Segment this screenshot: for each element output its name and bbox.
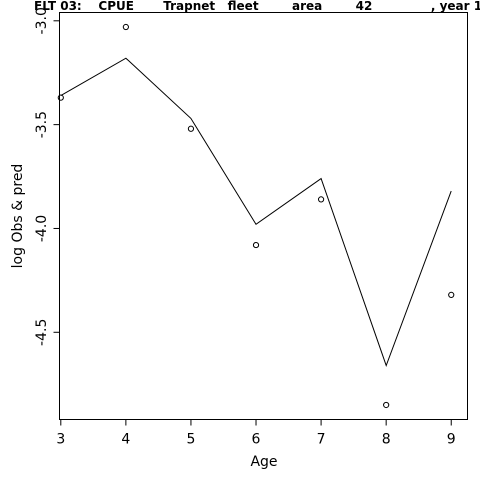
observed-point — [122, 23, 129, 31]
x-tick-label: 4 — [121, 432, 130, 448]
plot-frame — [59, 12, 468, 420]
observed-point — [448, 291, 455, 299]
x-tick-label: 7 — [317, 432, 326, 448]
x-tick-label: 5 — [186, 432, 195, 448]
x-axis: 3 4 5 6 7 8 9 — [56, 419, 456, 448]
x-tick-label: 6 — [252, 432, 261, 448]
y-tick-label: -3.0 — [34, 7, 50, 34]
x-tick-label: 8 — [382, 432, 391, 448]
y-tick-label: -3.5 — [34, 111, 50, 138]
x-tick-label: 3 — [56, 432, 65, 448]
x-axis-title: Age — [250, 454, 277, 470]
y-tick-label: -4.5 — [34, 319, 50, 346]
predicted-line — [60, 57, 452, 367]
observed-point — [187, 125, 195, 132]
observed-point — [317, 196, 325, 203]
observed-point — [57, 94, 64, 101]
y-axis: -3.0 -3.5 -4.0 -4.5 — [34, 7, 60, 346]
y-tick-label: -4.0 — [34, 215, 50, 242]
observed-point — [252, 241, 260, 249]
y-axis-title: log Obs & pred — [10, 164, 26, 269]
observed-point — [383, 401, 390, 409]
chart-title: FLT 03: CPUE Trapnet fleet area 42 , yea… — [34, 0, 480, 13]
x-tick-label: 9 — [447, 432, 456, 448]
series-layer — [57, 23, 455, 409]
